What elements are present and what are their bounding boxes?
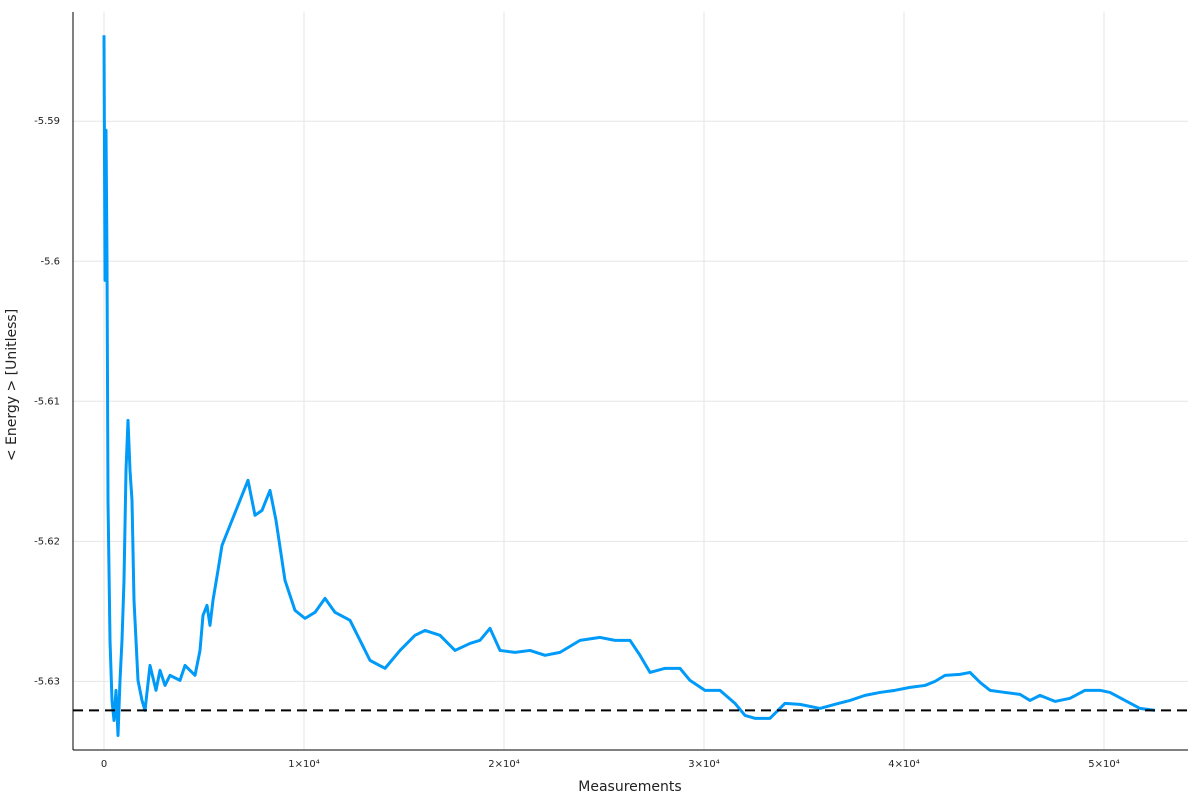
data-line (102, 35, 1156, 737)
y-tick-label: -5.61 (34, 396, 60, 407)
x-tick-label: 5×10⁴ (1088, 759, 1119, 770)
x-tick-label: 2×10⁴ (488, 759, 519, 770)
y-axis-label: < Energy > [Unitless] (4, 309, 20, 461)
x-axis-label: Measurements (578, 779, 681, 795)
x-tick-label: 4×10⁴ (888, 759, 919, 770)
y-tick-label: -5.59 (34, 116, 60, 127)
y-tick-label: -5.63 (34, 676, 60, 687)
x-tick-label: 1×10⁴ (288, 759, 319, 770)
y-tick-label: -5.6 (40, 256, 60, 267)
x-tick-label: 3×10⁴ (688, 759, 719, 770)
x-tick-label: 0 (101, 759, 107, 770)
y-tick-label: -5.62 (34, 536, 60, 547)
